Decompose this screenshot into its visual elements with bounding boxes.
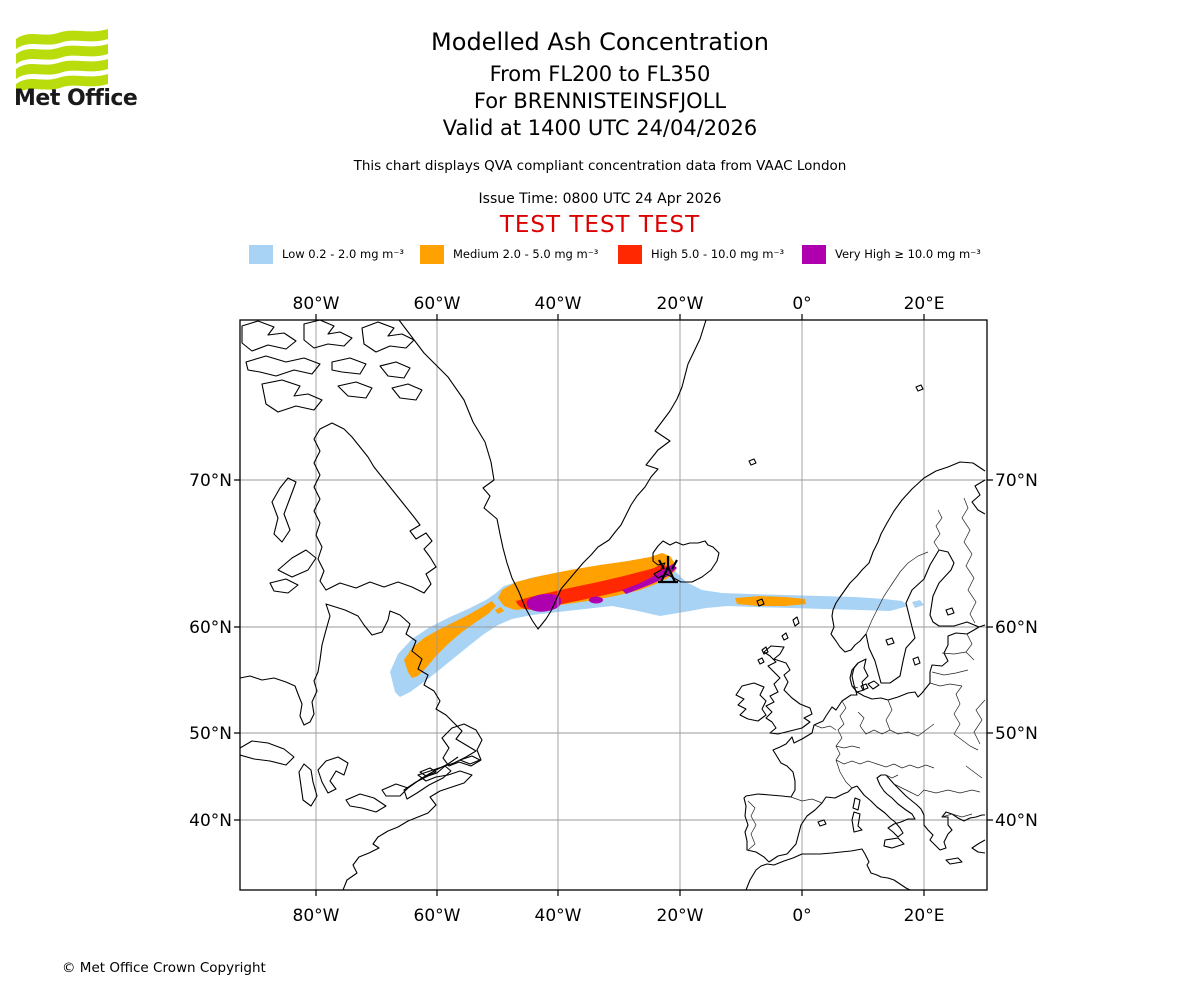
subtitle-flight-levels: From FL200 to FL350	[489, 62, 711, 86]
lat-label: 50°N	[189, 724, 232, 744]
legend-swatch-low	[249, 245, 273, 264]
latitude-labels-left: 70°N 60°N 50°N 40°N	[189, 471, 232, 831]
coastlines	[240, 320, 986, 890]
longitude-labels-bottom: 80°W 60°W 40°W 20°W 0° 20°E	[293, 906, 945, 926]
legend-label-medium: Medium 2.0 - 5.0 mg m⁻³	[453, 247, 599, 261]
north-atlantic-small-islands	[756, 598, 800, 665]
legend-label-low: Low 0.2 - 2.0 mg m⁻³	[282, 247, 405, 261]
lon-label: 20°E	[904, 294, 945, 314]
nova-scotia-coastline	[403, 765, 452, 800]
greenland-coastline	[398, 320, 707, 630]
subtitle-volcano: For BRENNISTEINSFJOLL	[473, 89, 727, 113]
great-lakes	[240, 740, 459, 813]
balkan-greece-coastline	[885, 774, 985, 851]
legend-swatch-very-high	[802, 245, 826, 264]
canadian-arctic-islands	[241, 320, 423, 594]
lat-label: 70°N	[995, 471, 1038, 491]
kola-coastline	[971, 479, 986, 515]
lon-label: 0°	[792, 906, 811, 926]
italy-coastline	[856, 774, 916, 838]
lon-label: 20°W	[657, 294, 704, 314]
met-office-logo-text: Met Office	[14, 86, 138, 111]
legend-swatch-medium	[420, 245, 444, 264]
mediterranean-islands	[817, 797, 963, 865]
lon-label: 80°W	[293, 906, 340, 926]
baffin-island-coastline	[313, 422, 437, 594]
labrador-us-coastline	[342, 614, 477, 890]
lon-label: 60°W	[414, 294, 461, 314]
newfoundland-coastline	[441, 723, 483, 767]
hudson-bay-coastline	[240, 603, 401, 726]
qva-note: This chart displays QVA compliant concen…	[353, 158, 847, 174]
lat-label: 60°N	[995, 618, 1038, 638]
ash-plume-low	[912, 600, 924, 608]
anticosti-island	[459, 755, 481, 765]
longitude-labels-top: 80°W 60°W 40°W 20°W 0° 20°E	[293, 294, 945, 314]
prince-edward-island	[419, 767, 437, 777]
ireland-coastline	[735, 682, 767, 722]
country-borders	[747, 497, 986, 851]
bear-island	[915, 384, 924, 392]
ash-plume	[390, 553, 924, 697]
lon-label: 80°W	[293, 294, 340, 314]
legend-item-high: High 5.0 - 10.0 mg m⁻³	[618, 245, 784, 264]
met-office-logo	[16, 29, 108, 94]
legend-swatch-high	[618, 245, 642, 264]
lon-label: 60°W	[414, 906, 461, 926]
iceland-coastline	[652, 540, 720, 583]
legend-item-very-high: Very High ≥ 10.0 mg m⁻³	[802, 245, 981, 264]
ash-plume-medium	[735, 596, 806, 606]
denmark-coastline	[849, 658, 869, 693]
latitude-labels-right: 70°N 60°N 50°N 40°N	[995, 471, 1038, 831]
ash-plume-medium	[495, 607, 504, 614]
lon-label: 40°W	[535, 294, 582, 314]
ash-plume-medium	[404, 601, 496, 678]
lat-label: 60°N	[189, 618, 232, 638]
copyright-notice: © Met Office Crown Copyright	[62, 960, 266, 976]
north-africa-coastline	[745, 848, 911, 890]
baltic-south-coastline	[856, 626, 980, 701]
western-europe-coastline	[743, 662, 859, 863]
lat-label: 40°N	[189, 811, 232, 831]
ash-plume-very-high	[622, 564, 677, 594]
issue-time: Issue Time: 0800 UTC 24 Apr 2026	[478, 191, 722, 207]
scandinavia-coastline	[830, 461, 986, 684]
legend-label-high: High 5.0 - 10.0 mg m⁻³	[651, 247, 785, 261]
subtitle-block: From FL200 to FL350 For BRENNISTEINSFJOL…	[0, 61, 1200, 142]
turkey-coastline	[971, 839, 986, 854]
spain-med-coastline	[768, 785, 858, 863]
axis-ticks	[234, 314, 993, 896]
lat-label: 70°N	[189, 471, 232, 491]
lon-label: 0°	[792, 294, 811, 314]
great-britain-coastline	[763, 645, 813, 735]
test-banner: TEST TEST TEST	[499, 212, 701, 238]
subtitle-valid-time: Valid at 1400 UTC 24/04/2026	[442, 116, 758, 140]
page-title: Modelled Ash Concentration	[431, 28, 769, 56]
ash-plume-very-high	[589, 596, 603, 604]
jan-mayen-island	[748, 458, 757, 466]
graticule	[240, 320, 987, 890]
lat-label: 40°N	[995, 811, 1038, 831]
baltic-islands	[860, 607, 955, 691]
map-border	[239, 319, 988, 891]
lat-label: 50°N	[995, 724, 1038, 744]
map-canvas: 80°W 60°W 40°W 20°W 0° 20°E 80°W 60°W 40…	[189, 294, 1038, 926]
lon-label: 20°W	[657, 906, 704, 926]
logo-waves	[16, 29, 108, 94]
volcano-marker	[658, 556, 678, 584]
legend-item-medium: Medium 2.0 - 5.0 mg m⁻³	[420, 245, 598, 264]
legend-item-low: Low 0.2 - 2.0 mg m⁻³	[249, 245, 404, 264]
lon-label: 40°W	[535, 906, 582, 926]
lon-label: 20°E	[904, 906, 945, 926]
legend-label-very-high: Very High ≥ 10.0 mg m⁻³	[835, 247, 981, 261]
